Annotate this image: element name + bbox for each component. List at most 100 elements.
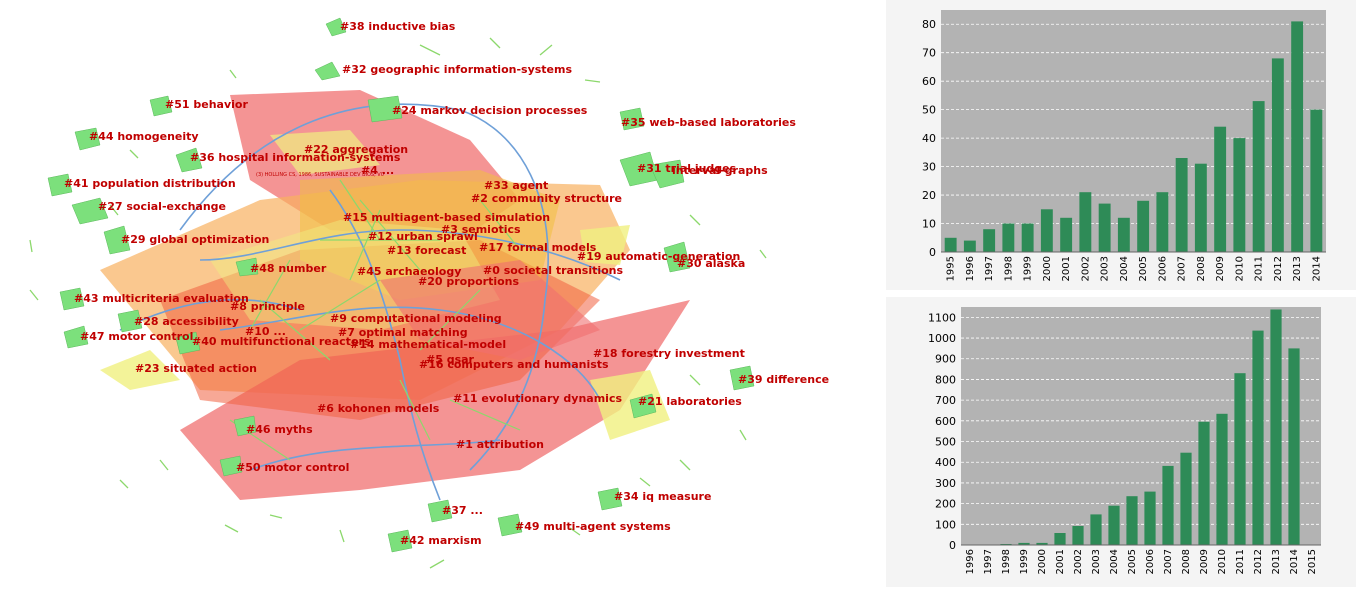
x-tick-label: 2015 (1307, 549, 1318, 574)
x-tick-label: 1999 (1019, 549, 1030, 574)
cluster-label: #28 accessibility (134, 315, 239, 328)
x-tick-label: 2003 (1091, 549, 1102, 574)
cluster-label: #35 web-based laboratories (621, 116, 796, 129)
cluster-label: #9 computational modeling (330, 312, 502, 325)
cluster-label: #51 behavior (165, 98, 248, 111)
x-tick-label: 2005 (1127, 549, 1138, 574)
x-tick-label: 2002 (1080, 256, 1091, 281)
x-tick-label: 1996 (965, 549, 976, 574)
bar (963, 240, 976, 252)
cluster-label: #20 proportions (418, 275, 519, 288)
bar (1291, 21, 1304, 253)
bar (1098, 203, 1111, 252)
bar (1021, 223, 1034, 252)
bar (1198, 421, 1210, 545)
x-tick-label: 2001 (1055, 549, 1066, 574)
cluster-label: #14 mathematical-model (350, 338, 506, 351)
bar (1040, 209, 1053, 252)
cluster-label: #12 urban sprawl (368, 230, 478, 243)
x-tick-label: 1997 (983, 549, 994, 574)
y-tick-label: 70 (922, 47, 936, 60)
cluster-label: #29 global optimization (121, 233, 269, 246)
bar (1018, 542, 1030, 545)
bar (1252, 330, 1264, 545)
cluster-label: #3 semiotics (441, 223, 521, 236)
bar (1072, 526, 1084, 545)
cluster-label: #44 homogeneity (89, 130, 199, 143)
bar (1214, 126, 1227, 252)
bar (1054, 533, 1066, 545)
cluster-label: #11 evolutionary dynamics (453, 392, 622, 405)
cluster-label: #37 ... (442, 504, 483, 517)
cluster-label: #46 myths (246, 423, 313, 436)
bar-chart-top: 0 10 20 30 40 50 60 70 80 1995 1996 1997 1998 1999 200… (886, 0, 1356, 290)
x-tick-label: 2000 (1037, 549, 1048, 574)
x-tick-label: 2009 (1199, 549, 1210, 574)
cluster-label: #24 markov decision processes (392, 104, 588, 117)
bar (1144, 491, 1156, 545)
bar (1180, 452, 1192, 545)
x-tick-label: 1996 (965, 256, 976, 281)
cluster-label: #2 community structure (471, 192, 622, 205)
bar (1288, 348, 1300, 545)
y-tick-label: 30 (922, 161, 936, 174)
bar (1216, 413, 1228, 545)
bar (944, 237, 957, 252)
x-tick-label: 2001 (1061, 256, 1072, 281)
x-tick-label: 2012 (1273, 256, 1284, 281)
cluster-label: #30 alaska (677, 257, 745, 270)
y-tick-label: 10 (922, 218, 936, 231)
bar (1079, 192, 1092, 252)
cluster-label: #6 kohonen models (317, 402, 440, 415)
citation-label: (3) HOLLING CS, 1986, SUSTAINABLE DEV BI… (256, 172, 384, 178)
y-tick-label: 50 (922, 104, 936, 117)
bar (1252, 101, 1265, 252)
x-tick-label: 2009 (1215, 256, 1226, 281)
cluster-label: #10 ... (245, 325, 286, 338)
cluster-label: #27 social-exchange (98, 200, 226, 213)
cluster-label: #22 aggregation (304, 143, 408, 156)
bar (1137, 200, 1150, 252)
bar (1175, 158, 1188, 252)
x-tick-label: 2006 (1145, 549, 1156, 574)
x-tick-label: 2012 (1253, 549, 1264, 574)
x-tick-label: 2004 (1119, 256, 1130, 281)
cluster-label: #34 iq measure (614, 490, 711, 503)
bar-chart-top-svg: 0 10 20 30 40 50 60 70 80 1995 1996 1997 1998 1999 200… (922, 10, 1326, 281)
bar (1270, 309, 1282, 545)
x-tick-label: 2007 (1177, 256, 1188, 281)
y-tick-label: 0 (929, 246, 936, 259)
bar (1002, 223, 1015, 252)
y-tick-label: 80 (922, 18, 936, 31)
x-tick-label: 2005 (1138, 256, 1149, 281)
x-tick-label: 2013 (1271, 549, 1282, 574)
y-tick-label: 600 (935, 415, 956, 428)
x-tick-label: 2011 (1235, 549, 1246, 574)
cluster-label: #41 population distribution (64, 177, 236, 190)
bar (1156, 192, 1169, 252)
bar (983, 229, 996, 252)
y-tick-label: 300 (935, 477, 956, 490)
cluster-label: #47 motor control (80, 330, 193, 343)
cluster-label: #39 difference (738, 373, 829, 386)
cluster-label: #36 hospital information-systems (190, 151, 401, 164)
bar (1108, 505, 1120, 545)
y-tick-label: 40 (922, 132, 936, 145)
y-tick-label: 1000 (928, 332, 956, 345)
bar (1126, 496, 1138, 545)
bar (1194, 163, 1207, 252)
x-tick-label: 1998 (1001, 549, 1012, 574)
bar (1162, 465, 1174, 545)
x-tick-label: 1997 (984, 256, 995, 281)
cluster-label: #19 automatic-generation (577, 250, 740, 263)
x-tick-label: 2008 (1196, 256, 1207, 281)
x-tick-label: 2014 (1311, 256, 1322, 281)
y-tick-label: 1100 (928, 311, 956, 324)
x-tick-label: 1995 (946, 256, 957, 281)
y-tick-label: 200 (935, 498, 956, 511)
cluster-label: #50 motor control (236, 461, 349, 474)
plot-area (941, 10, 1326, 252)
y-tick-label: 20 (922, 189, 936, 202)
x-tick-label: 2011 (1254, 256, 1265, 281)
cluster-label: #1 attribution (456, 438, 544, 451)
